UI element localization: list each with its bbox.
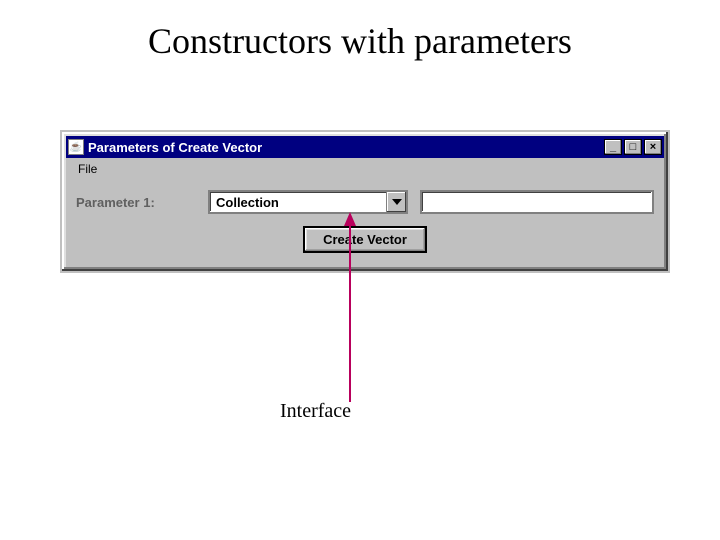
parameter-1-type-value: Collection bbox=[210, 192, 386, 212]
close-button[interactable]: × bbox=[644, 139, 662, 155]
menu-file[interactable]: File bbox=[72, 160, 103, 178]
minimize-button[interactable]: _ bbox=[604, 139, 622, 155]
window-controls: _ □ × bbox=[604, 139, 662, 155]
java-app-icon: ☕ bbox=[68, 139, 84, 155]
create-vector-button[interactable]: Create Vector bbox=[303, 226, 427, 253]
parameter-1-label: Parameter 1: bbox=[76, 195, 196, 210]
maximize-button[interactable]: □ bbox=[624, 139, 642, 155]
annotation-label: Interface bbox=[280, 400, 351, 423]
slide-title: Constructors with parameters bbox=[0, 20, 720, 62]
parameter-1-value-input[interactable] bbox=[420, 190, 654, 214]
parameter-row: Parameter 1: Collection bbox=[76, 190, 654, 214]
dialog-window: ☕ Parameters of Create Vector _ □ × File… bbox=[60, 130, 670, 273]
window-title: Parameters of Create Vector bbox=[88, 140, 604, 155]
chevron-down-icon bbox=[392, 199, 402, 205]
menubar: File bbox=[66, 160, 664, 178]
parameter-1-type-combo[interactable]: Collection bbox=[208, 190, 408, 214]
titlebar: ☕ Parameters of Create Vector _ □ × bbox=[66, 136, 664, 158]
client-area: Parameter 1: Collection Create Vector bbox=[66, 180, 664, 267]
combo-dropdown-button[interactable] bbox=[386, 192, 406, 212]
